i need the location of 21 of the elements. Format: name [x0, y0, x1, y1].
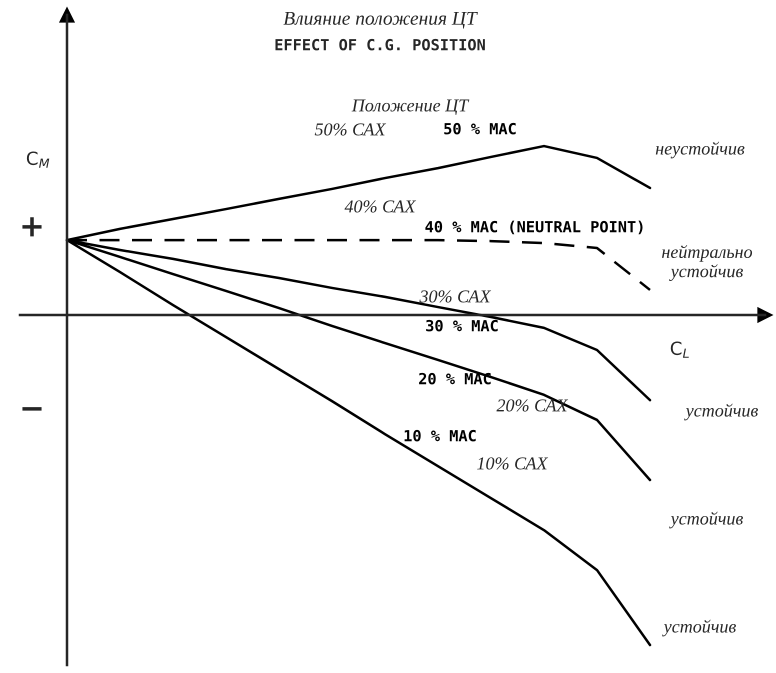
text: устойчив: [684, 404, 758, 420]
annotation: −: [22, 407, 42, 411]
annotation: +: [22, 217, 42, 236]
annotation: неустойчив: [656, 142, 744, 158]
annotation: 10% САХ: [477, 457, 548, 470]
chart-subtitle: EFFECT OF C.G. POSITION: [275, 38, 485, 50]
x-axis-title: C$_{L}$: [670, 341, 689, 358]
text: 50% САХ: [314, 123, 386, 136]
text: Положение ЦТ: [352, 100, 470, 116]
annotation: нейтрально устойчив: [662, 245, 752, 281]
chart-title: Влияние положения ЦТ: [283, 12, 478, 29]
annotation: 40% САХ: [344, 200, 416, 213]
series-label: 30 % MAC: [426, 320, 498, 332]
series-label: 40 % MAC (NEUTRAL POINT): [425, 220, 643, 234]
series-label: 50 % MAC: [444, 122, 516, 134]
annotation: 30% САХ: [419, 290, 492, 303]
annotation: 20% САХ: [496, 399, 568, 412]
annotation: устойчив: [662, 620, 736, 636]
annotation: устойчив: [669, 512, 743, 528]
y-axis-title: C$_{M}$: [26, 151, 50, 168]
series-label: 10 % MAC: [404, 430, 476, 442]
